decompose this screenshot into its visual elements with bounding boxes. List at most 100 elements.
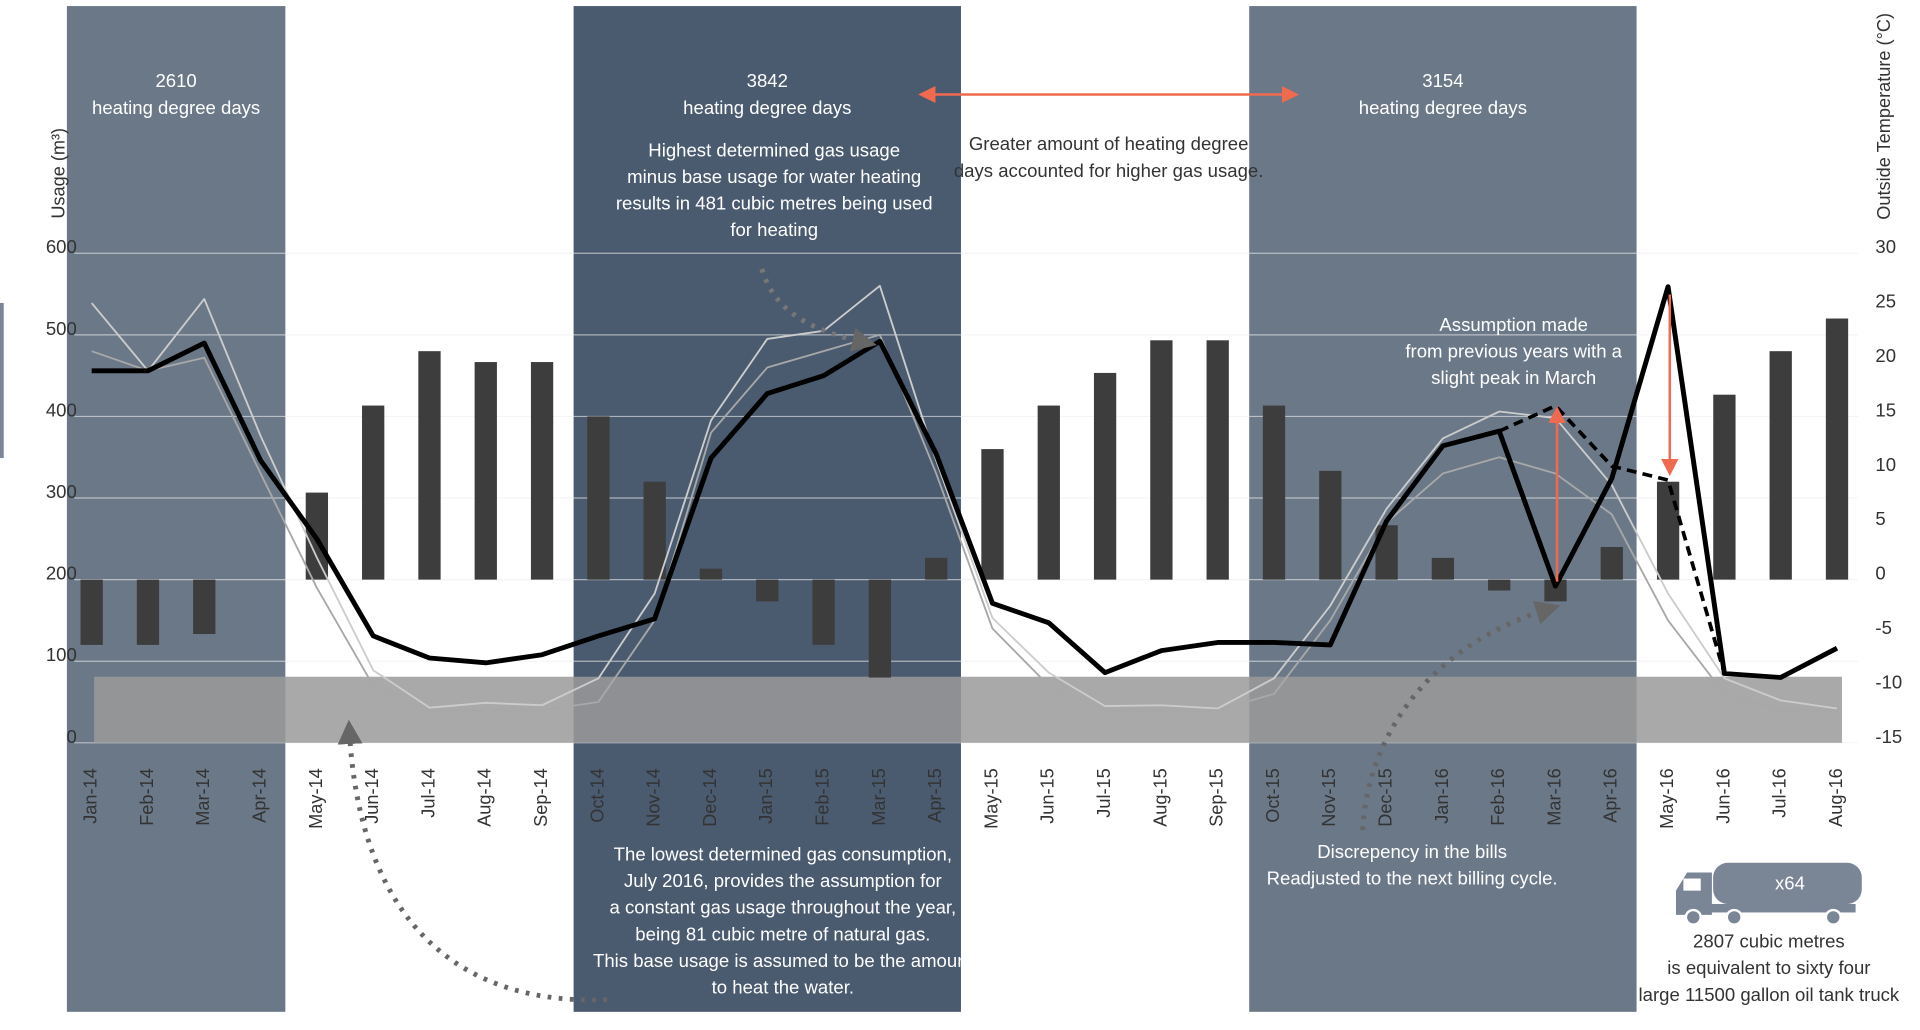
assumption-line xyxy=(1498,404,1727,674)
x-tick-label: May-15 xyxy=(980,768,1001,829)
temperature-bar xyxy=(699,568,723,580)
temperature-bar xyxy=(136,579,160,645)
temperature-bar xyxy=(756,579,779,602)
temperature-bar xyxy=(1713,394,1736,580)
truck-tank xyxy=(1713,862,1862,904)
base-band xyxy=(94,676,1842,743)
temperature-bar xyxy=(1093,372,1117,580)
temperature-bar xyxy=(1037,405,1060,580)
annotation-line: The lowest determined gas consumption, xyxy=(614,843,952,864)
x-tick-label: Jun-16 xyxy=(1712,768,1733,824)
annotation-line: large 11500 gallon oil tank truck xyxy=(1639,984,1901,1005)
base-usage xyxy=(94,676,1842,743)
x-tick-label: Apr-14 xyxy=(248,768,269,823)
temperature-bar xyxy=(418,351,441,580)
panels: 2610 heating degree days 3842 heating degre… xyxy=(66,6,1637,1012)
y-axis-label: Usage (m³) xyxy=(47,128,68,219)
annotation-line: This base usage is assumed to be the amo… xyxy=(593,950,973,971)
heating-panel xyxy=(573,6,961,1012)
y2-tick-label: -10 xyxy=(1875,672,1902,693)
y-tick-label: 0 xyxy=(66,726,76,747)
axes: 0 100 200 300 400 500 600 -15 -10 -5 0 5 10 15 20 25 30 U… xyxy=(46,13,1902,829)
y2-tick-label: -5 xyxy=(1875,617,1892,638)
x-tick-label: Apr-15 xyxy=(924,768,945,823)
x-tick-label: Aug-14 xyxy=(474,768,495,827)
temperature-bar xyxy=(1825,318,1849,580)
temperature-bar xyxy=(925,557,948,580)
x-tick-label: Dec-14 xyxy=(699,768,720,827)
truck-wheel xyxy=(1725,908,1743,926)
x-tick-label: Jul-15 xyxy=(1093,768,1114,817)
annotation-line: being 81 cubic metre of natural gas. xyxy=(635,923,930,944)
temperature-bar xyxy=(1544,579,1567,602)
temperature-bar xyxy=(1431,557,1455,580)
annotation-line: Highest determined gas usage xyxy=(648,139,900,160)
arrows xyxy=(337,86,1679,1003)
temperature-bar xyxy=(643,481,666,580)
annotations: Highest determined gas usage minus base u… xyxy=(593,133,1900,1004)
annotation-line: a constant gas usage throughout the year… xyxy=(610,897,957,918)
annotation-line: slight peak in March xyxy=(1431,367,1596,388)
usage-line xyxy=(91,333,1838,712)
y2-tick-label: 15 xyxy=(1875,400,1896,421)
y2-tick-label: -15 xyxy=(1875,726,1902,747)
degree-days-value: 2610 xyxy=(155,70,196,91)
x-tick-label: Mar-16 xyxy=(1543,768,1564,826)
x-tick-label: Aug-15 xyxy=(1149,768,1170,827)
temperature-bar xyxy=(80,579,103,645)
y-tick-label: 500 xyxy=(46,318,77,339)
degree-days-value: 3154 xyxy=(1422,70,1463,91)
x-tick-label: Aug-16 xyxy=(1825,768,1846,827)
x-tick-label: Dec-15 xyxy=(1374,768,1395,827)
degree-days-value: 3842 xyxy=(747,70,788,91)
y2-tick-label: 30 xyxy=(1875,236,1896,257)
annotation-line: Assumption made xyxy=(1439,314,1588,335)
temperature-bar xyxy=(1488,579,1511,591)
annotation-line: minus base usage for water heating xyxy=(627,166,921,187)
temperature-bar xyxy=(1769,351,1792,580)
lines xyxy=(90,284,1839,712)
temperature-bar xyxy=(587,416,610,580)
x-tick-label: Jul-14 xyxy=(417,768,438,817)
temperature-bar xyxy=(1150,340,1173,580)
bars xyxy=(80,318,1849,678)
temperature-bar xyxy=(1262,405,1286,580)
y2-axis-label: Outside Temperature (°C) xyxy=(1873,13,1894,220)
y-tick-label: 200 xyxy=(46,563,77,584)
side-tab xyxy=(0,302,4,459)
annotation-line: days accounted for higher gas usage. xyxy=(954,160,1264,181)
annotation-line: July 2016, provides the assumption for xyxy=(624,870,942,891)
y2-tick-label: 25 xyxy=(1875,291,1896,312)
truck-window xyxy=(1683,878,1701,891)
x-tick-label: Feb-14 xyxy=(136,768,157,826)
x-tick-label: Nov-15 xyxy=(1318,768,1339,827)
annotation-line: 2807 cubic metres xyxy=(1693,931,1845,952)
temperature-bar xyxy=(981,449,1004,580)
x-tick-label: Jun-15 xyxy=(1037,768,1058,824)
y-tick-label: 400 xyxy=(46,400,77,421)
annotation-line: from previous years with a xyxy=(1405,341,1622,362)
x-tick-label: Mar-15 xyxy=(868,768,889,826)
y2-tick-label: 20 xyxy=(1875,345,1896,366)
heating-panel xyxy=(1249,6,1637,1012)
usage-line xyxy=(90,284,1838,710)
x-tick-label: Oct-15 xyxy=(1262,768,1283,823)
heating-panel xyxy=(66,6,286,1012)
x-tick-label: Mar-14 xyxy=(192,768,213,826)
temperature-bar xyxy=(530,362,554,580)
annotation-line: is equivalent to sixty four xyxy=(1667,957,1870,978)
truck-wheel xyxy=(1684,908,1702,926)
annotation-line: Greater amount of heating degree xyxy=(969,133,1249,154)
temperature-bar xyxy=(868,579,892,678)
x-tick-label: Sep-15 xyxy=(1205,768,1226,827)
x-tick-label: Jan-14 xyxy=(79,768,100,824)
truck-icon: x64 xyxy=(1675,862,1862,926)
x-tick-label: Jan-16 xyxy=(1431,768,1452,824)
y-tick-label: 600 xyxy=(46,236,77,257)
truck-wheel xyxy=(1824,908,1842,926)
x-tick-label: Sep-14 xyxy=(530,768,551,827)
temperature-bar xyxy=(362,405,385,580)
dotted-arrow xyxy=(1360,600,1561,831)
annotation-line: Readjusted to the next billing cycle. xyxy=(1267,868,1558,889)
